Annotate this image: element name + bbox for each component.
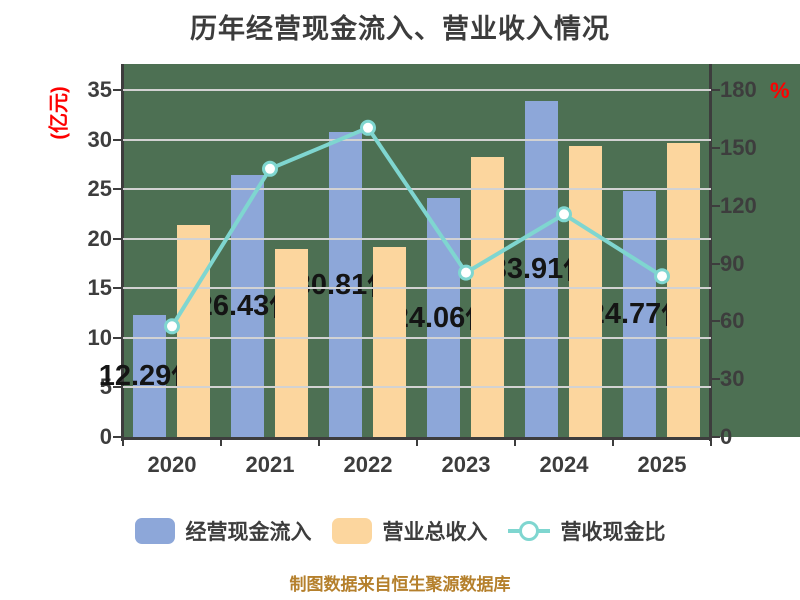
x-axis-tickmark-3: [416, 437, 418, 446]
gridline-25: [123, 188, 711, 190]
x-axis-label-2021: 2021: [245, 452, 295, 477]
x-axis-tickmark-6: [710, 437, 712, 446]
y-left-tickmark-5: [113, 386, 121, 388]
y-left-tick-0: 0: [99, 424, 112, 449]
bar-total-revenue-2025: [667, 143, 700, 437]
y-left-tick-10: 10: [87, 325, 112, 350]
y-left-tick-5: 5: [99, 374, 112, 399]
bar-operating-cash-inflow-2020: [133, 315, 166, 437]
x-axis-label-2022: 2022: [343, 452, 393, 477]
legend-swatch-orange: [331, 518, 372, 544]
y-right-tickmark-30: [712, 378, 720, 380]
y-right-tickmark-180: [712, 89, 720, 91]
gridline-15: [123, 287, 711, 289]
gridline-35: [123, 89, 711, 91]
legend-label: 营业总收入: [382, 521, 488, 544]
gridline-10: [123, 337, 711, 339]
y-axis-left-line: [121, 64, 124, 441]
y-left-tick-30: 30: [87, 127, 112, 152]
y-right-tickmark-120: [712, 205, 720, 207]
legend: 经营现金流入 营业总收入 营收现金比: [0, 516, 800, 546]
y-left-tick-20: 20: [87, 226, 112, 251]
right-axis-unit: %: [770, 78, 790, 103]
y-right-tick-180: 180: [720, 77, 757, 102]
y-right-tickmark-90: [712, 263, 720, 265]
y-left-tickmark-0: [113, 436, 121, 438]
legend-item-operating-cash-inflow: 经营现金流入: [134, 516, 312, 546]
bar-total-revenue-2020: [177, 225, 210, 437]
x-axis-label-2023: 2023: [441, 452, 491, 477]
ratio-point-2021: [262, 160, 278, 177]
y-left-tickmark-25: [113, 188, 121, 190]
ratio-point-2022: [360, 119, 376, 136]
y-right-tick-60: 60: [720, 308, 745, 333]
legend-swatch-blue: [134, 518, 175, 544]
y-right-tickmark-60: [712, 320, 720, 322]
y-left-tick-25: 25: [87, 176, 112, 201]
x-axis-label-2025: 2025: [637, 452, 687, 477]
y-left-tickmark-35: [113, 89, 121, 91]
y-right-tickmark-150: [712, 147, 720, 149]
y-left-tickmark-30: [113, 139, 121, 141]
bar-total-revenue-2022: [373, 247, 406, 437]
gridline-20: [123, 238, 711, 240]
y-left-tickmark-20: [113, 238, 121, 240]
x-axis-label-2020: 2020: [147, 452, 197, 477]
legend-line-marker-icon: [507, 518, 550, 544]
y-right-tick-0: 0: [720, 424, 733, 449]
y-left-tick-35: 35: [87, 77, 112, 102]
y-right-tick-30: 30: [720, 366, 745, 391]
y-right-tickmark-0: [712, 436, 720, 438]
legend-item-total-revenue: 营业总收入: [331, 516, 488, 546]
y-left-tickmark-10: [113, 337, 121, 339]
data-source-note: 制图数据来自恒生聚源数据库: [289, 575, 511, 594]
y-axis-right-line: [709, 64, 712, 441]
gridline-5: [123, 386, 711, 388]
x-axis-tickmark-2: [318, 437, 320, 446]
chart-title: 历年经营现金流入、营业收入情况: [190, 14, 610, 44]
legend-label: 营收现金比: [560, 521, 666, 544]
y-left-tickmark-15: [113, 287, 121, 289]
y-right-tick-150: 150: [720, 135, 757, 160]
bar-total-revenue-2021: [275, 249, 308, 437]
y-right-tick-90: 90: [720, 251, 745, 276]
y-right-tick-120: 120: [720, 193, 757, 218]
legend-label: 经营现金流入: [185, 521, 312, 544]
y-left-tick-15: 15: [87, 275, 112, 300]
x-axis-tickmark-5: [612, 437, 614, 446]
x-axis-tickmark-0: [122, 437, 124, 446]
x-axis-tickmark-4: [514, 437, 516, 446]
x-axis-tickmark-1: [220, 437, 222, 446]
gridline-30: [123, 139, 711, 141]
bar-total-revenue-2023: [471, 157, 504, 437]
legend-item-revenue-cash-ratio: 营收现金比: [507, 516, 666, 546]
x-axis-label-2024: 2024: [539, 452, 589, 477]
